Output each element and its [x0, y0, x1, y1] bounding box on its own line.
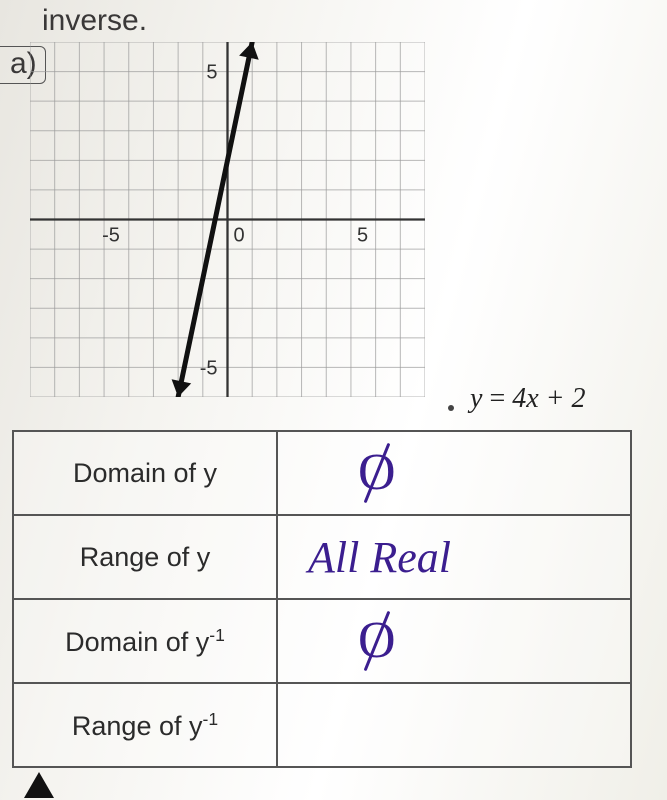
svg-text:-5: -5 [200, 357, 218, 379]
svg-text:0: 0 [234, 225, 245, 247]
row-answer: O [277, 431, 631, 515]
equation-lhs: y [470, 383, 482, 414]
table-row: Range of y All Real [13, 515, 631, 599]
equation-text: y = 4x + 2 [470, 383, 586, 415]
graph-svg-container: -5 0 5 -5 5 [30, 42, 425, 402]
heading-text: inverse. [42, 4, 147, 38]
emptyset-symbol: O [358, 615, 396, 667]
row-label: Range of y-1 [13, 683, 277, 767]
row-answer: O [277, 599, 631, 683]
table-row: Domain of y-1 O [13, 599, 631, 683]
domain-range-table: Domain of y O Range of y All Real Domain of … [12, 430, 632, 768]
row-label: Domain of y [13, 431, 277, 515]
row-label: Range of y [13, 515, 277, 599]
svg-text:5: 5 [206, 62, 217, 84]
svg-text:5: 5 [357, 225, 368, 247]
table-row: Range of y-1 [13, 683, 631, 767]
row-answer: All Real [277, 515, 631, 599]
handwritten-answer: All Real [308, 533, 451, 582]
equation-rhs: 4x + 2 [512, 383, 585, 414]
line-graph: -5 0 5 -5 5 [30, 42, 425, 397]
svg-text:-5: -5 [102, 225, 120, 247]
emptyset-symbol: O [358, 447, 396, 499]
equation-leading-dot [448, 405, 454, 411]
row-label: Domain of y-1 [13, 599, 277, 683]
row-answer [277, 683, 631, 767]
cropped-arrowhead [24, 772, 54, 798]
table-row: Domain of y O [13, 431, 631, 515]
